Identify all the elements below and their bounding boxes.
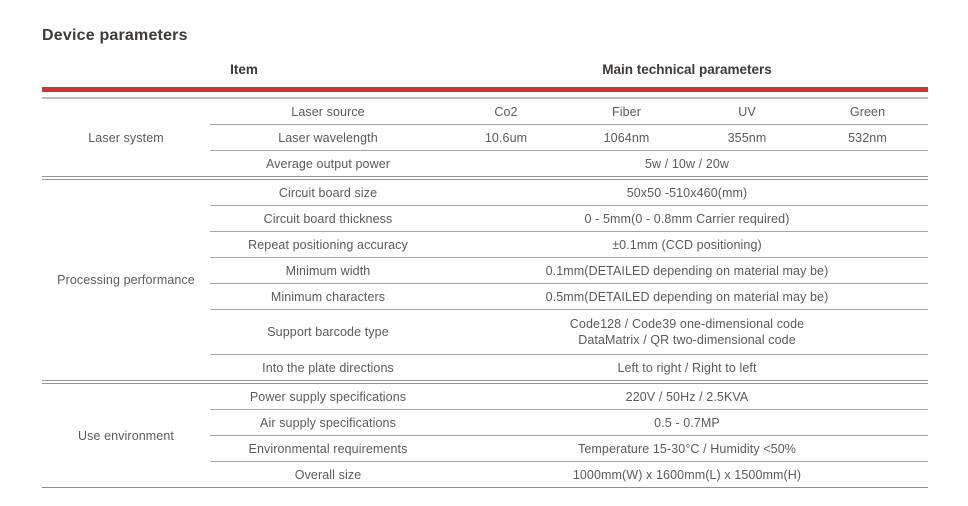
value-cell: 0.1mm(DETAILED depending on material may…	[446, 257, 928, 284]
header-item: Item	[230, 62, 258, 77]
value-cell: 0.5mm(DETAILED depending on material may…	[446, 283, 928, 310]
value-cell: 1064nm	[566, 124, 687, 151]
device-parameters-page: Device parameters Item Main technical pa…	[42, 27, 928, 488]
value-cell: 532nm	[807, 124, 928, 151]
table-row: Into the plate directions Left to right …	[42, 355, 928, 383]
value-cell: Co2	[446, 99, 566, 125]
value-cell: UV	[687, 99, 807, 125]
value-cell: Code128 / Code39 one-dimensional code Da…	[446, 309, 928, 355]
group-use-environment: Use environment	[42, 380, 210, 488]
item-minimum-width: Minimum width	[210, 257, 446, 284]
table-row: Overall size 1000mm(W) x 1600mm(L) x 150…	[42, 462, 928, 488]
table-row: Processing performance Circuit board siz…	[42, 176, 928, 382]
table-row: Air supply specifications 0.5 - 0.7MP	[42, 409, 928, 436]
value-cell: 50x50 -510x460(mm)	[446, 176, 928, 206]
table-row: Laser wavelength 10.6um 1064nm 355nm 532…	[42, 124, 928, 151]
item-average-output-power: Average output power	[265, 156, 391, 171]
table-row: Circuit board thickness 0 - 5mm(0 - 0.8m…	[42, 205, 928, 232]
value-cell: 1000mm(W) x 1600mm(L) x 1500mm(H)	[572, 467, 802, 482]
value-cell: 10.6um	[446, 124, 566, 151]
header-params: Main technical parameters	[602, 62, 772, 77]
item-minimum-characters: Minimum characters	[210, 283, 446, 310]
table-row: Average output power 5w / 10w / 20w	[42, 151, 928, 179]
group-laser-system: Laser system	[88, 130, 164, 145]
page-title: Device parameters	[42, 27, 188, 44]
item-support-barcode-type: Support barcode type	[210, 309, 446, 355]
value-cell: 0.5 - 0.7MP	[446, 409, 928, 436]
table-row: Laser system Laser source Co2 Fiber UV G…	[42, 99, 928, 145]
value-cell: 355nm	[687, 124, 807, 151]
value-cell: 0 - 5mm(0 - 0.8mm Carrier required)	[446, 205, 928, 232]
item-air-supply-specifications: Air supply specifications	[210, 409, 446, 436]
gray-divider-bar	[42, 97, 928, 99]
table-row: Minimum width 0.1mm(DETAILED depending o…	[42, 257, 928, 284]
item-overall-size: Overall size	[294, 467, 362, 482]
value-cell: Temperature 15-30°C / Humidity <50%	[446, 435, 928, 462]
value-cell: 5w / 10w / 20w	[644, 156, 730, 171]
value-cell: Left to right / Right to left	[617, 360, 757, 375]
item-into-the-plate-directions: Into the plate directions	[262, 360, 394, 375]
value-cell: ±0.1mm (CCD positioning)	[446, 231, 928, 258]
table-row: Use environment Power supply specificati…	[42, 380, 928, 488]
value-cell: Fiber	[566, 99, 687, 125]
value-cell: 220V / 50Hz / 2.5KVA	[446, 380, 928, 410]
spec-table-wrap: Item Main technical parameters Laser sys…	[42, 61, 928, 488]
item-repeat-positioning-accuracy: Repeat positioning accuracy	[210, 231, 446, 258]
item-laser-source: Laser source	[210, 99, 446, 125]
table-row: Repeat positioning accuracy ±0.1mm (CCD …	[42, 231, 928, 258]
barcode-line-1: Code128 / Code39 one-dimensional code	[569, 317, 805, 331]
spec-table: Laser system Laser source Co2 Fiber UV G…	[42, 99, 928, 488]
item-power-supply-specifications: Power supply specifications	[210, 380, 446, 410]
item-circuit-board-thickness: Circuit board thickness	[210, 205, 446, 232]
table-row: Support barcode type Code128 / Code39 on…	[42, 309, 928, 355]
table-row: Minimum characters 0.5mm(DETAILED depend…	[42, 283, 928, 310]
item-laser-wavelength: Laser wavelength	[210, 124, 446, 151]
red-accent-bar	[42, 87, 928, 92]
value-cell: Green	[807, 99, 928, 125]
item-environmental-requirements: Environmental requirements	[210, 435, 446, 462]
item-circuit-board-size: Circuit board size	[210, 176, 446, 206]
table-row: Environmental requirements Temperature 1…	[42, 435, 928, 462]
barcode-line-2: DataMatrix / QR two-dimensional code	[578, 333, 796, 347]
group-processing-performance: Processing performance	[42, 176, 210, 382]
table-header-row: Item Main technical parameters	[42, 61, 928, 87]
